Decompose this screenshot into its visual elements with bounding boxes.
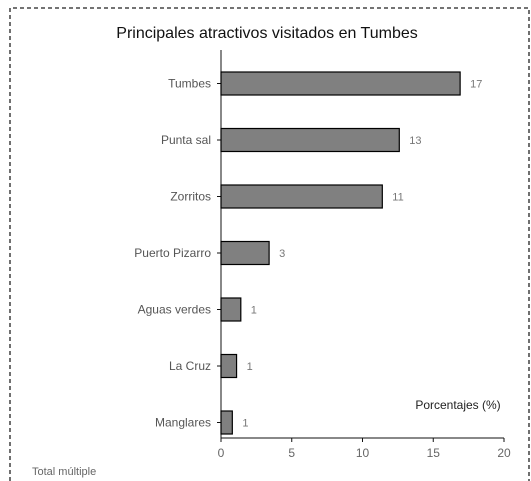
bar <box>220 240 270 266</box>
data-label: 13 <box>409 135 421 147</box>
bar <box>220 184 383 209</box>
x-tick-label: 0 <box>218 446 225 460</box>
bar <box>220 297 242 322</box>
category-label: La Cruz <box>169 359 211 373</box>
category-label: Aguas verdes <box>138 303 211 317</box>
data-label: 3 <box>279 248 285 260</box>
data-label: 17 <box>470 79 482 91</box>
x-tick-label: 5 <box>288 446 295 460</box>
bar <box>220 127 400 153</box>
units-annotation: Porcentajes (%) <box>415 398 500 412</box>
bar <box>220 71 461 96</box>
data-label: 1 <box>242 418 248 430</box>
dashed-border <box>9 7 530 481</box>
x-tick-label: 20 <box>497 446 511 460</box>
bar <box>220 410 233 435</box>
data-label: 1 <box>251 305 257 317</box>
footnote: Total múltiple <box>32 466 96 478</box>
category-label: Puerto Pizarro <box>134 246 211 260</box>
data-label: 1 <box>247 361 253 373</box>
category-label: Punta sal <box>161 133 211 147</box>
category-label: Manglares <box>155 416 211 430</box>
x-tick-label: 10 <box>356 446 370 460</box>
x-tick-label: 15 <box>427 446 441 460</box>
bar <box>220 353 238 379</box>
category-label: Tumbes <box>168 77 211 91</box>
category-label: Zorritos <box>170 190 211 204</box>
chart-title: Principales atractivos visitados en Tumb… <box>116 25 417 42</box>
data-label: 11 <box>392 192 403 204</box>
